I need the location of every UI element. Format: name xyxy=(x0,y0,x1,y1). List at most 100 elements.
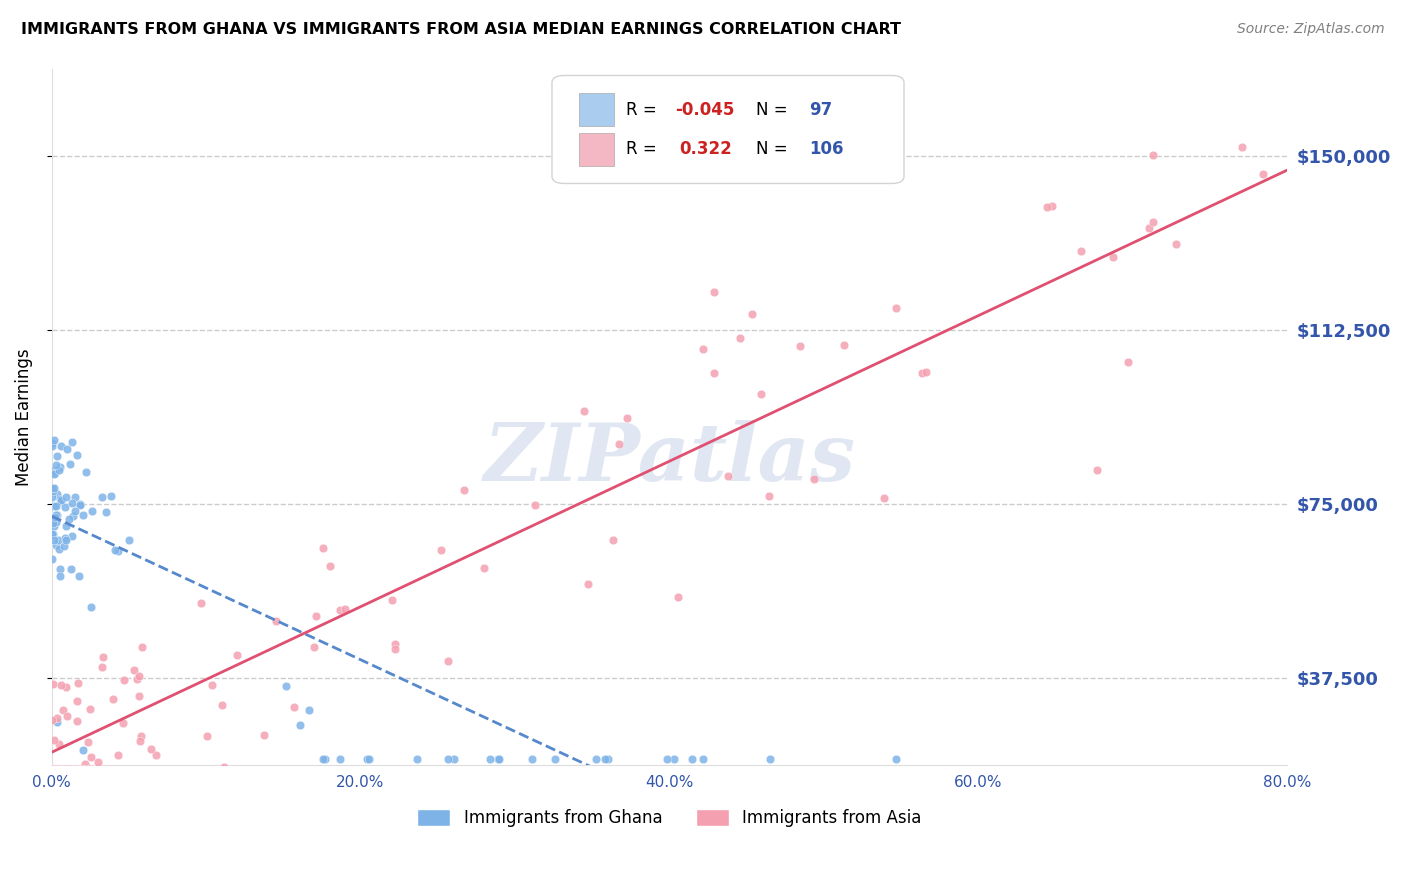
Y-axis label: Median Earnings: Median Earnings xyxy=(15,348,32,485)
Point xyxy=(45,508,67,523)
Point xyxy=(884,752,907,766)
Point xyxy=(128,689,150,703)
Point xyxy=(94,505,117,519)
Point xyxy=(384,642,406,657)
Point xyxy=(42,483,65,498)
Point xyxy=(49,492,72,507)
Point xyxy=(717,469,740,483)
Point xyxy=(42,533,65,547)
Point xyxy=(80,762,103,776)
Point xyxy=(86,762,108,776)
Point xyxy=(90,490,112,504)
Point xyxy=(56,762,79,776)
Point xyxy=(759,752,782,766)
Point xyxy=(749,387,772,401)
Point xyxy=(122,664,145,678)
Point xyxy=(107,544,129,558)
Point xyxy=(1253,167,1275,181)
Text: R =: R = xyxy=(626,140,662,159)
FancyBboxPatch shape xyxy=(579,93,614,127)
Point xyxy=(41,490,63,504)
Point xyxy=(314,752,336,766)
Point xyxy=(41,436,63,450)
Point xyxy=(41,439,63,453)
Point xyxy=(104,543,127,558)
Point xyxy=(42,526,65,541)
Point xyxy=(70,762,93,776)
Point xyxy=(60,496,83,510)
Point xyxy=(80,504,103,518)
Point xyxy=(42,516,65,530)
Point xyxy=(873,491,896,506)
Point xyxy=(111,716,134,731)
Point xyxy=(741,307,763,321)
Point xyxy=(42,677,65,691)
Point xyxy=(915,365,938,379)
Point xyxy=(585,752,607,766)
Point xyxy=(692,342,714,356)
Point xyxy=(1142,148,1164,162)
Point xyxy=(51,494,73,508)
Point xyxy=(63,504,86,518)
Point xyxy=(211,698,233,712)
Point xyxy=(405,752,427,766)
Point xyxy=(45,516,67,530)
Text: 97: 97 xyxy=(808,101,832,119)
Point xyxy=(55,533,77,547)
Point xyxy=(212,760,235,774)
Point xyxy=(190,596,212,610)
Point xyxy=(41,481,63,495)
Point xyxy=(66,714,89,728)
Point xyxy=(283,700,305,714)
Text: N =: N = xyxy=(756,140,793,159)
Point xyxy=(430,543,453,558)
Point xyxy=(145,747,167,762)
Point xyxy=(72,743,94,757)
Point xyxy=(574,403,596,417)
Point xyxy=(42,499,65,513)
Point xyxy=(884,301,907,315)
Point xyxy=(44,466,66,480)
Point xyxy=(486,752,509,766)
Point xyxy=(288,718,311,732)
Text: -0.045: -0.045 xyxy=(675,101,735,119)
Point xyxy=(77,762,100,776)
Point xyxy=(298,703,321,717)
Point xyxy=(42,467,65,482)
Point xyxy=(1070,244,1092,258)
Point xyxy=(41,482,63,496)
Point xyxy=(437,752,460,766)
Point xyxy=(118,533,141,548)
Point xyxy=(72,508,94,522)
Point xyxy=(91,660,114,674)
Point xyxy=(55,490,77,504)
Point xyxy=(127,673,149,687)
Point xyxy=(49,439,72,453)
Point xyxy=(45,458,67,472)
Point xyxy=(728,331,751,345)
Point xyxy=(789,339,811,353)
Point xyxy=(45,449,67,463)
Point xyxy=(51,678,73,692)
Point xyxy=(488,752,510,766)
Point xyxy=(578,576,600,591)
Point xyxy=(226,648,249,662)
Point xyxy=(53,500,76,514)
Point xyxy=(60,435,83,450)
Point xyxy=(1101,250,1123,264)
Point xyxy=(44,733,66,747)
Point xyxy=(45,499,67,513)
Point xyxy=(69,499,91,513)
Point xyxy=(66,448,89,462)
Point xyxy=(141,742,163,756)
Point xyxy=(329,603,352,617)
Point xyxy=(911,366,934,380)
Point xyxy=(357,752,380,766)
Point xyxy=(65,490,87,504)
Point xyxy=(607,437,630,451)
Point xyxy=(312,752,335,766)
Point xyxy=(49,569,72,583)
Point xyxy=(103,692,125,706)
Point xyxy=(112,673,135,688)
Point xyxy=(48,762,70,776)
